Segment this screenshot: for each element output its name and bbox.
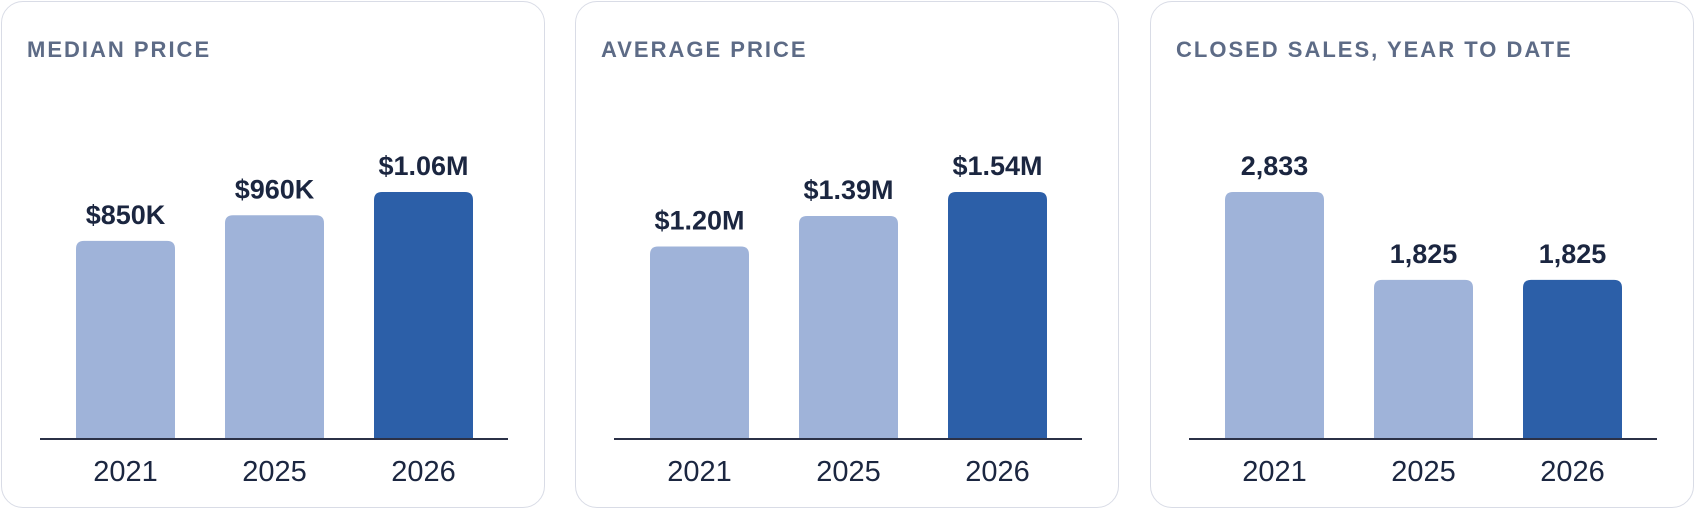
- data-label-2021: 2,833: [1241, 151, 1309, 181]
- bar-2026: [948, 192, 1047, 439]
- average-price-chart: $1.20M 2021 $1.39M 2025 $1.54M 2026: [614, 151, 1082, 488]
- x-tick-label-2021: 2021: [667, 456, 732, 488]
- median-price-card: MEDIAN PRICE $850K 2021 $960K 2025 $1.06M 202…: [1, 1, 545, 508]
- average-price-card: AVERAGE PRICE $1.20M 2021 $1.39M 2025 $1.54M…: [575, 1, 1119, 508]
- closed-sales-card: CLOSED SALES, YEAR TO DATE 2,833 2021 1,82…: [1150, 1, 1694, 508]
- bar-2025: [1374, 279, 1473, 439]
- x-tick-label-2021: 2021: [1242, 456, 1307, 488]
- x-tick-label-2021: 2021: [93, 456, 158, 488]
- bar-2021: [1225, 192, 1324, 439]
- x-tick-label-2026: 2026: [391, 456, 456, 488]
- bar-2026: [1523, 279, 1622, 439]
- median-price-chart: $850K 2021 $960K 2025 $1.06M 2026: [40, 151, 508, 488]
- card-title: MEDIAN PRICE: [27, 37, 212, 62]
- data-label-2026: $1.06M: [378, 151, 468, 181]
- card-title: AVERAGE PRICE: [601, 37, 808, 62]
- bar-2025: [799, 216, 898, 439]
- data-label-2021: $850K: [86, 200, 166, 230]
- closed-sales-chart: 2,833 2021 1,825 2025 1,825 2026: [1189, 151, 1657, 488]
- bar-2026: [374, 192, 473, 439]
- card-title: CLOSED SALES, YEAR TO DATE: [1176, 37, 1573, 62]
- x-tick-label-2026: 2026: [965, 456, 1030, 488]
- x-tick-label-2025: 2025: [816, 456, 881, 488]
- x-tick-label-2025: 2025: [1391, 456, 1456, 488]
- bar-2021: [76, 240, 175, 439]
- bar-2025: [225, 215, 324, 439]
- x-tick-label-2025: 2025: [242, 456, 307, 488]
- data-label-2025: 1,825: [1390, 239, 1458, 269]
- data-label-2026: 1,825: [1539, 239, 1607, 269]
- data-label-2025: $1.39M: [803, 175, 893, 205]
- data-label-2021: $1.20M: [654, 206, 744, 236]
- data-label-2025: $960K: [235, 174, 315, 204]
- bar-2021: [650, 246, 749, 439]
- x-tick-label-2026: 2026: [1540, 456, 1605, 488]
- data-label-2026: $1.54M: [952, 151, 1042, 181]
